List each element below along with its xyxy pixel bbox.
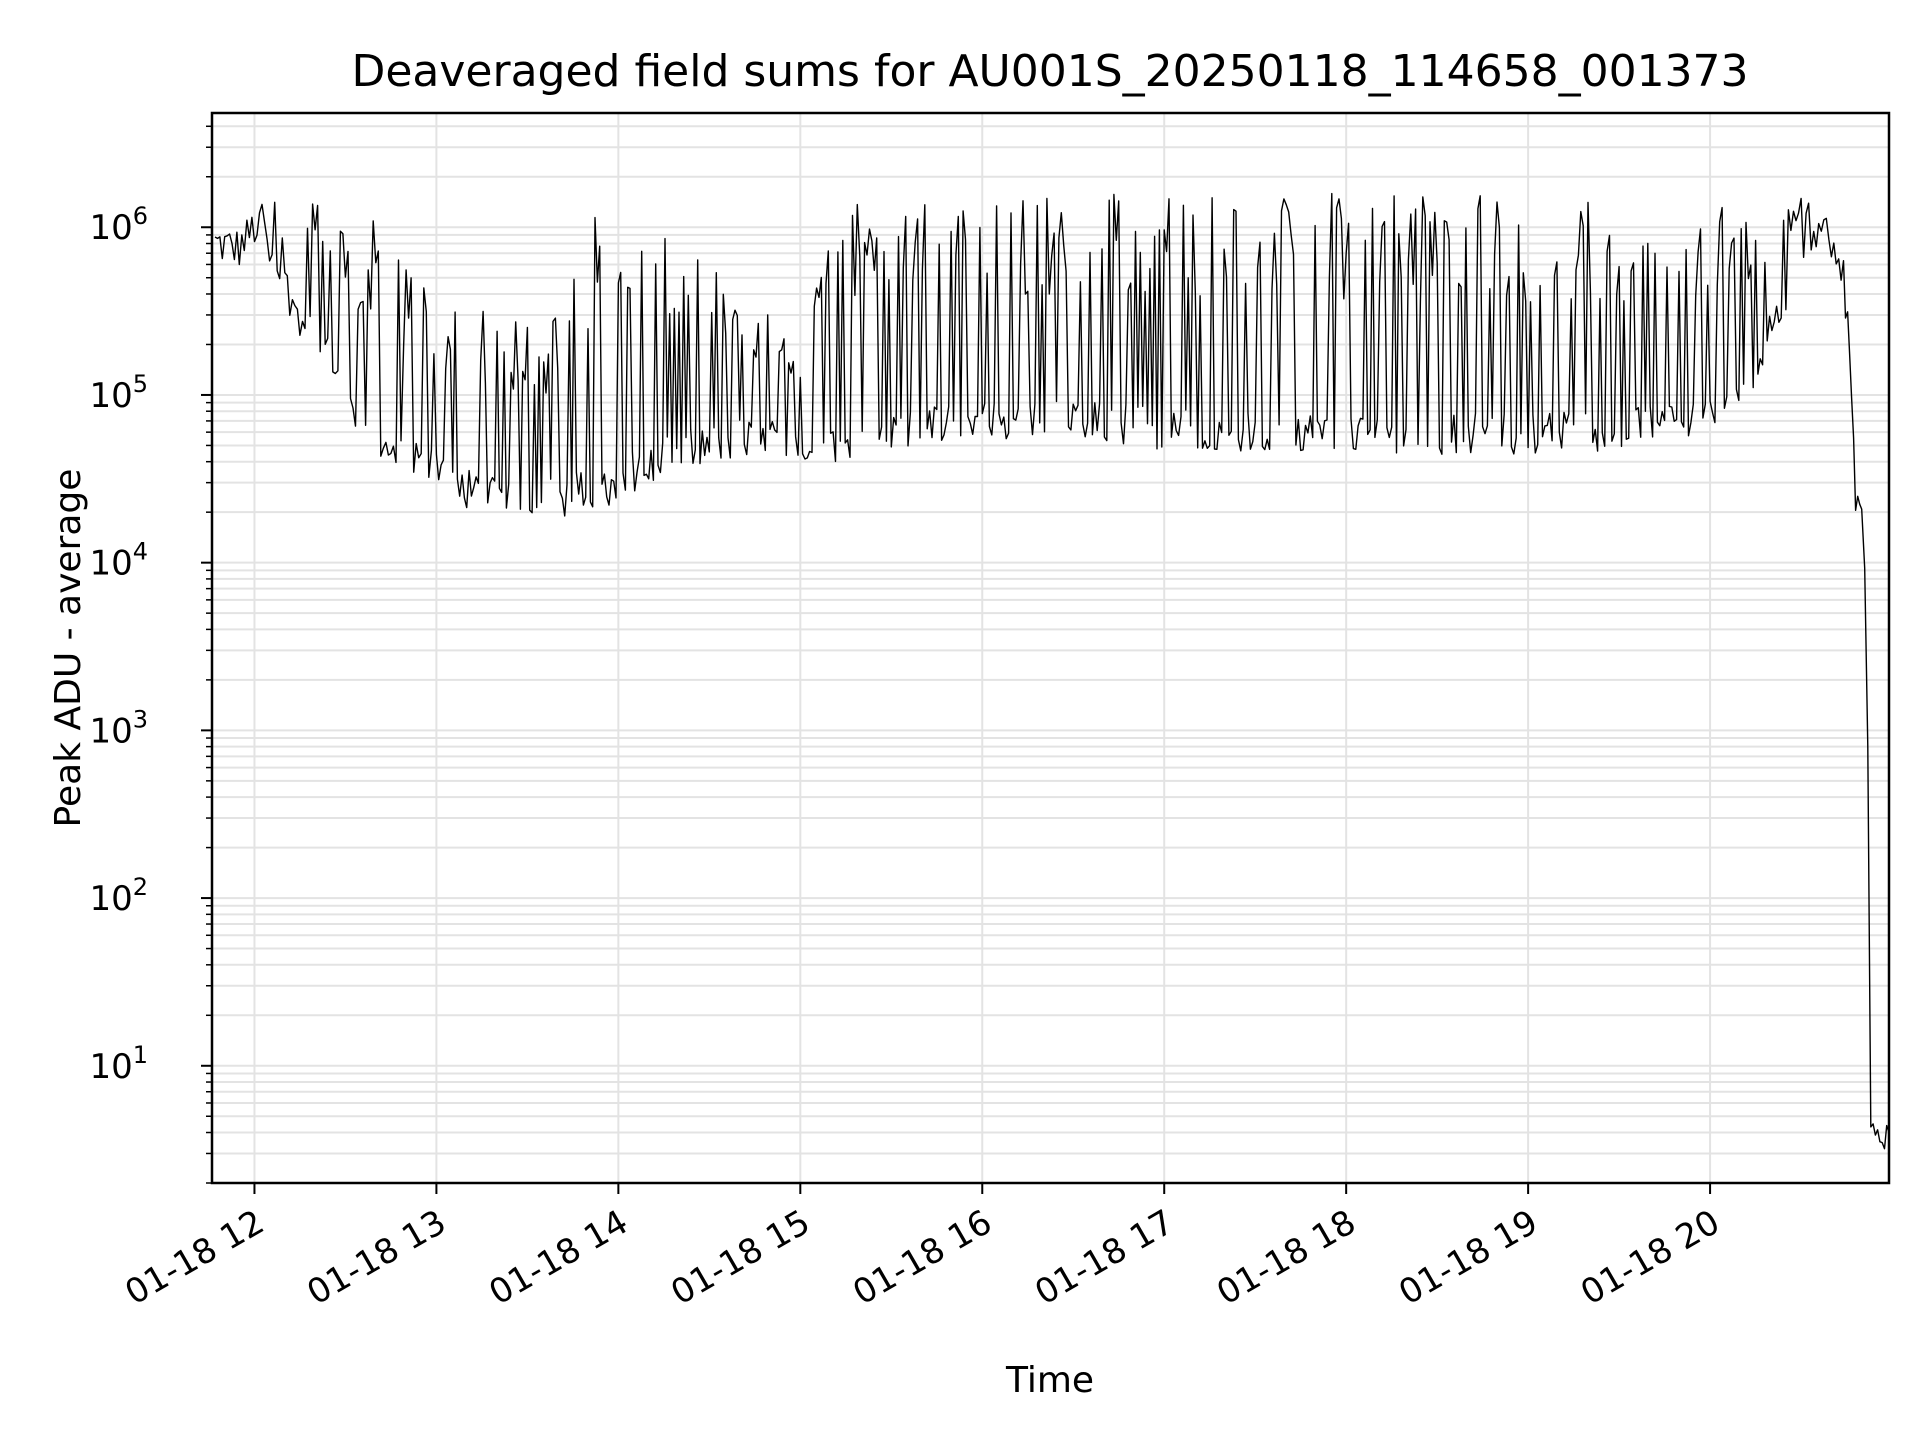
y-axis: 101 102 103 104 105 106 [89,125,212,1184]
series-line [214,192,1890,1150]
y-tick-label: 101 [89,1041,148,1087]
y-tick-label: 103 [89,705,148,751]
chart-title: Deaveraged field sums for AU001S_2025011… [351,46,1748,97]
y-tick-label: 104 [89,538,148,584]
data-series [214,192,1890,1150]
x-axis-label: Time [1005,1360,1094,1401]
y-tick-label: 106 [89,202,148,248]
plot-frame [210,111,1891,1185]
y-axis-label: Peak ADU - average [48,469,89,828]
y-tick-label: 102 [89,873,148,919]
y-tick-label: 105 [89,370,148,416]
